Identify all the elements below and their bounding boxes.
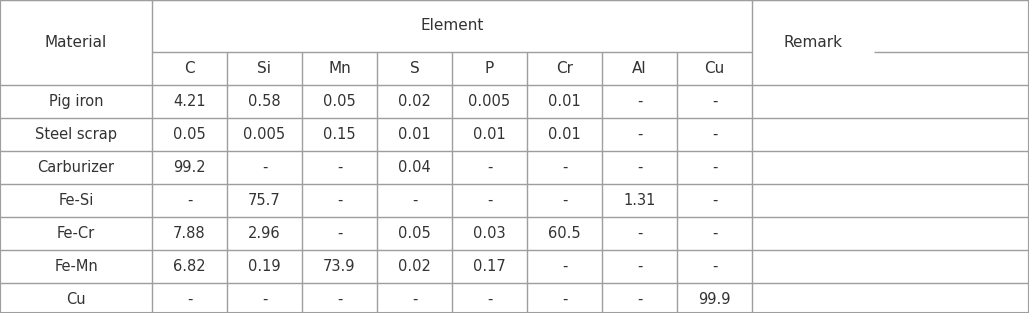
Text: Cu: Cu [705,61,724,76]
Text: 0.05: 0.05 [323,94,356,109]
Text: S: S [410,61,420,76]
Text: 0.01: 0.01 [398,127,431,142]
Text: -: - [562,160,567,175]
Text: 0.005: 0.005 [244,127,286,142]
Text: -: - [261,292,268,307]
Text: Cu: Cu [66,292,85,307]
Text: -: - [187,292,192,307]
Text: -: - [336,193,343,208]
Text: -: - [712,226,717,241]
Text: -: - [487,292,492,307]
Text: 0.02: 0.02 [398,259,431,274]
Text: 7.88: 7.88 [173,226,206,241]
Text: Remark: Remark [783,35,843,50]
Text: Fe-Cr: Fe-Cr [57,226,95,241]
Text: 0.01: 0.01 [473,127,506,142]
Text: 0.01: 0.01 [548,94,581,109]
Text: 0.04: 0.04 [398,160,431,175]
Text: -: - [412,292,417,307]
Text: P: P [485,61,494,76]
Text: -: - [712,127,717,142]
Text: 0.01: 0.01 [548,127,581,142]
Text: Pig iron: Pig iron [48,94,103,109]
Text: 99.2: 99.2 [173,160,206,175]
Text: -: - [562,259,567,274]
Text: 0.19: 0.19 [248,259,281,274]
Text: Fe-Mn: Fe-Mn [55,259,98,274]
Text: 4.21: 4.21 [173,94,206,109]
Text: -: - [336,292,343,307]
Text: Material: Material [45,35,107,50]
Text: -: - [487,160,492,175]
Text: -: - [637,94,642,109]
Text: -: - [637,259,642,274]
Text: -: - [712,94,717,109]
Text: Cr: Cr [556,61,573,76]
Text: C: C [184,61,194,76]
Text: 0.02: 0.02 [398,94,431,109]
Text: 0.03: 0.03 [473,226,506,241]
Text: Fe-Si: Fe-Si [59,193,94,208]
Text: -: - [562,292,567,307]
Text: -: - [712,259,717,274]
Text: Si: Si [257,61,272,76]
Text: 75.7: 75.7 [248,193,281,208]
Text: 73.9: 73.9 [323,259,356,274]
Text: -: - [712,160,717,175]
Text: -: - [336,226,343,241]
Text: -: - [637,160,642,175]
Text: Steel scrap: Steel scrap [35,127,117,142]
Text: 0.58: 0.58 [248,94,281,109]
Text: 0.17: 0.17 [473,259,506,274]
Text: -: - [637,292,642,307]
Text: -: - [562,193,567,208]
Text: 0.05: 0.05 [173,127,206,142]
Text: Al: Al [632,61,647,76]
Text: -: - [261,160,268,175]
Text: -: - [412,193,417,208]
Text: Carburizer: Carburizer [37,160,114,175]
Text: 2.96: 2.96 [248,226,281,241]
Text: -: - [637,226,642,241]
Text: 0.15: 0.15 [323,127,356,142]
Text: 0.005: 0.005 [468,94,510,109]
Text: Mn: Mn [328,61,351,76]
Text: 60.5: 60.5 [548,226,580,241]
Text: 6.82: 6.82 [173,259,206,274]
Text: -: - [487,193,492,208]
Text: Element: Element [420,18,484,33]
Text: 0.05: 0.05 [398,226,431,241]
Text: 1.31: 1.31 [624,193,655,208]
Text: -: - [336,160,343,175]
Text: -: - [712,193,717,208]
Text: -: - [637,127,642,142]
Text: 99.9: 99.9 [699,292,731,307]
Text: -: - [187,193,192,208]
